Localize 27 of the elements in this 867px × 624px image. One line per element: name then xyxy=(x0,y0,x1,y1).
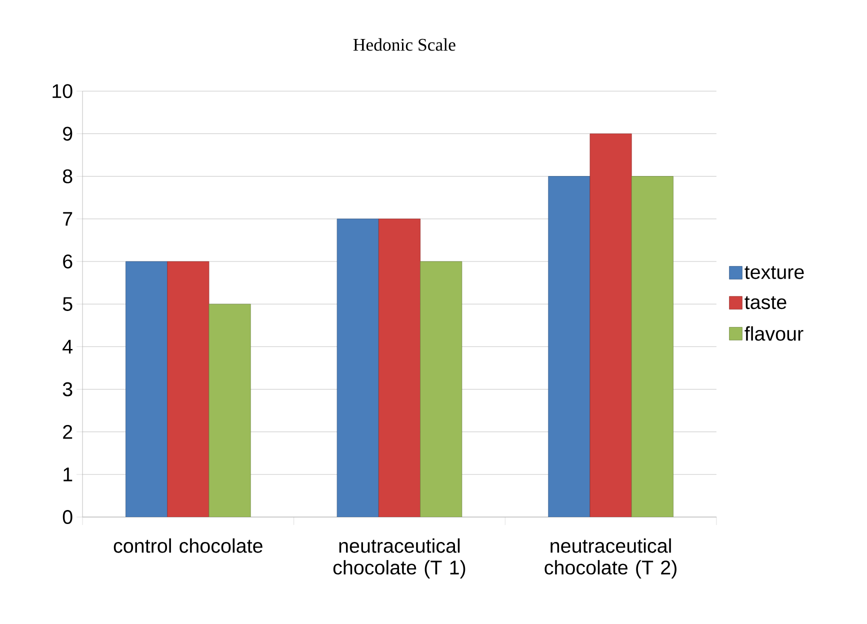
x-tick-label: control chocolate xyxy=(114,538,262,553)
bar xyxy=(378,218,420,518)
bar xyxy=(420,261,462,518)
y-tick-label: 6 xyxy=(63,254,72,268)
legend-label: flavour xyxy=(744,326,804,341)
y-tick-label: 9 xyxy=(63,126,72,141)
bar xyxy=(208,304,251,518)
y-tick-label: 2 xyxy=(63,424,72,439)
x-tick-label: neutraceutical chocolate (T 1) xyxy=(333,538,466,578)
bar xyxy=(548,176,590,518)
y-tick-label: 0 xyxy=(62,510,72,524)
bar xyxy=(126,261,168,518)
y-tick-label: 1 xyxy=(64,468,72,482)
y-tick-label: 3 xyxy=(62,382,72,396)
y-tick-label: 7 xyxy=(63,212,72,226)
bar xyxy=(336,218,379,518)
bar xyxy=(590,134,632,518)
y-tick-label: 4 xyxy=(62,340,73,354)
legend-label: texture xyxy=(744,266,804,280)
bar xyxy=(631,176,674,518)
legend-label: taste xyxy=(744,296,786,310)
bar xyxy=(167,261,210,518)
chart-title: Hedonic Scale xyxy=(353,38,456,51)
x-tick-label: neutraceutical chocolate (T 2) xyxy=(544,538,676,578)
y-tick-label: 8 xyxy=(62,169,72,184)
y-tick-label: 5 xyxy=(62,297,72,311)
y-tick-label: 10 xyxy=(52,84,72,98)
